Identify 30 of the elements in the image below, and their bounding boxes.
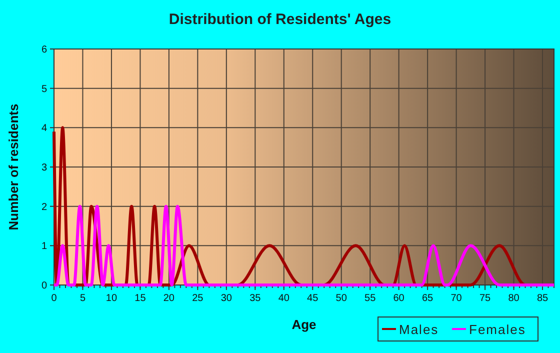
x-tick-label: 10 xyxy=(106,293,118,304)
x-tick-label: 85 xyxy=(536,293,549,304)
x-tick-label: 50 xyxy=(336,293,348,304)
x-tick-label: 25 xyxy=(192,293,204,304)
x-tick-label: 65 xyxy=(422,293,434,304)
x-tick-label: 75 xyxy=(479,293,492,304)
x-tick-label: 45 xyxy=(307,293,319,304)
chart-title: Distribution of Residents' Ages xyxy=(168,11,392,28)
x-tick-label: 0 xyxy=(51,293,58,304)
x-axis-title: Age xyxy=(292,317,316,332)
legend-label: Females xyxy=(469,322,526,337)
legend-label: Males xyxy=(399,322,439,337)
x-tick-label: 5 xyxy=(80,293,86,304)
x-tick-label: 55 xyxy=(364,293,376,304)
x-tick-label: 40 xyxy=(278,293,290,304)
x-tick-label: 80 xyxy=(508,293,520,304)
x-tick-label: 30 xyxy=(220,293,232,304)
y-tick-label: 4 xyxy=(41,123,48,134)
x-tick-label: 15 xyxy=(134,293,146,304)
y-tick-label: 1 xyxy=(41,241,48,252)
x-tick-label: 35 xyxy=(250,293,262,304)
y-tick-label: 2 xyxy=(41,202,48,213)
x-tick-label: 20 xyxy=(163,293,175,304)
y-tick-label: 5 xyxy=(41,84,48,95)
x-tick-label: 70 xyxy=(450,293,462,304)
y-tick-label: 3 xyxy=(41,162,48,174)
y-axis-title: Number of residents xyxy=(6,104,21,230)
y-tick-label: 6 xyxy=(41,44,48,56)
y-tick-label: 0 xyxy=(41,280,48,292)
x-tick-label: 60 xyxy=(393,293,405,304)
